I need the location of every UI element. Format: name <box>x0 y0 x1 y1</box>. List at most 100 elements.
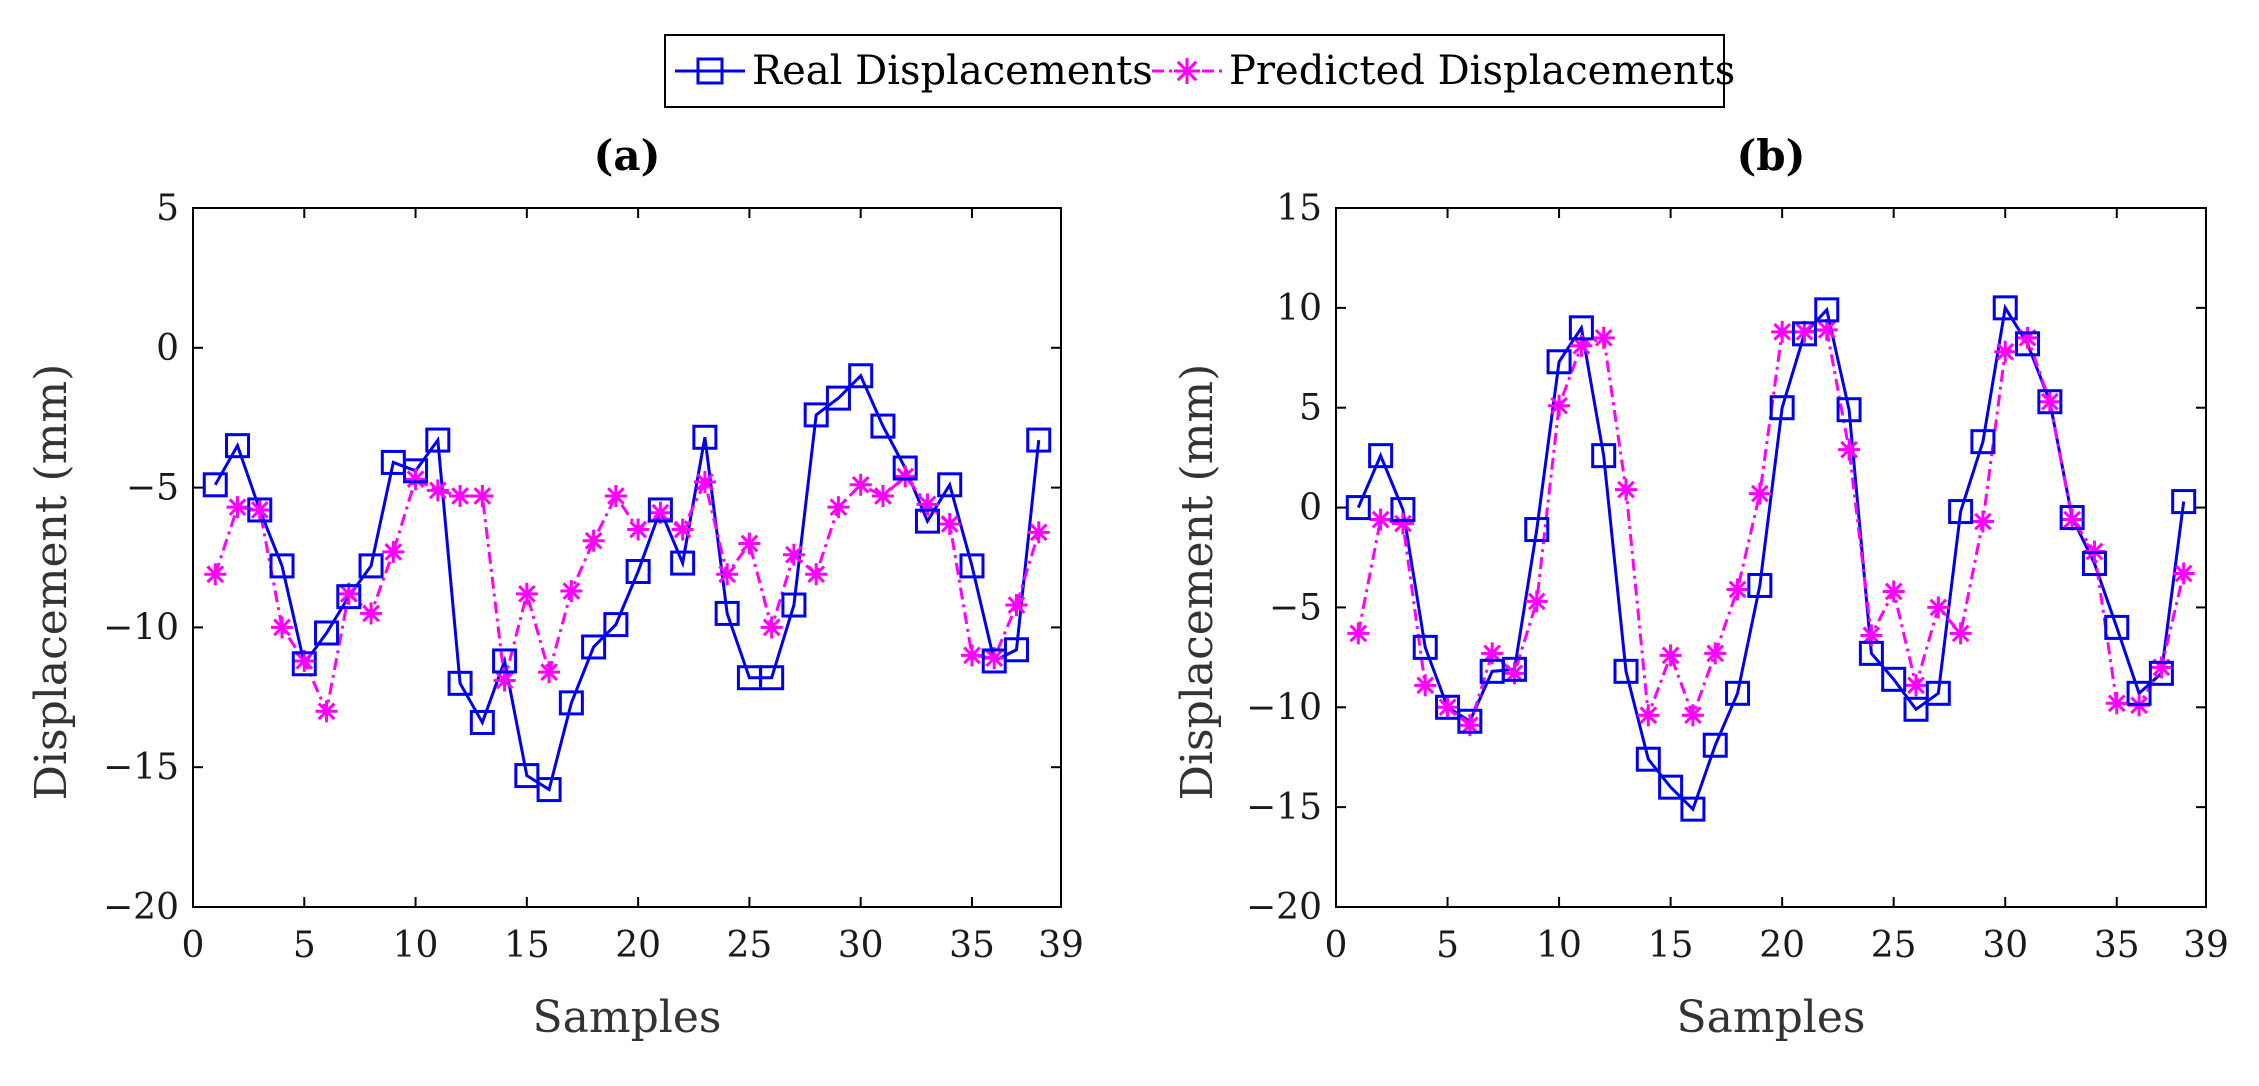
panel-b-predicted-point <box>2172 562 2195 585</box>
panel-b-predicted-point <box>1994 340 2017 363</box>
panel-a-ytick-label: −10 <box>103 607 179 648</box>
panel-b-predicted-point <box>1414 674 1437 697</box>
panel-b-xtick-label: 15 <box>1648 925 1694 966</box>
panel-b-real-point <box>1702 732 1728 758</box>
panel-a-predicted-point <box>782 543 805 566</box>
panel-b-xtick-label: 25 <box>1871 925 1917 966</box>
panel-a-predicted-point <box>649 501 672 524</box>
panel-b-predicted-point <box>1659 644 1682 667</box>
panel-a-ytick-label: −5 <box>126 468 179 509</box>
panel-a-predicted-point <box>693 471 716 494</box>
panel-b-predicted-point <box>1927 596 1950 619</box>
panel-b-predicted-point <box>1525 590 1548 613</box>
panel-a-predicted-point <box>960 644 983 667</box>
panel-a-predicted-point <box>627 518 650 541</box>
panel-b-ytick-label: −10 <box>1246 687 1322 728</box>
panel-b-xtick-label: 0 <box>1325 925 1348 966</box>
panel-b-predicted-point <box>1882 580 1905 603</box>
panel-a-xtick-label: 20 <box>615 925 661 966</box>
panel-b-real-point <box>2059 505 2085 531</box>
panel-b-predicted-point <box>1838 438 1861 461</box>
panel-b-real-point <box>1769 395 1795 421</box>
panel-b-real-point <box>1524 517 1550 543</box>
panel-a-predicted-point <box>871 484 894 507</box>
panel-a-xtick-label: 35 <box>949 925 995 966</box>
panel-b-predicted-point <box>1548 394 1571 417</box>
panel-b-axes-box <box>1335 207 2207 908</box>
panel-a-predicted-point <box>560 580 583 603</box>
panel-a-real-point <box>848 363 874 389</box>
panel-a-predicted-point <box>849 473 872 496</box>
panel-b-xtick-label: 20 <box>1759 925 1805 966</box>
panel-a-real-point <box>291 651 317 677</box>
panel-a-predicted-point <box>760 616 783 639</box>
panel-b-series-real-line <box>1356 303 2186 812</box>
panel-a-real-point <box>492 648 518 674</box>
panel-a-predicted-point <box>827 496 850 519</box>
panel-a-predicted-point <box>315 700 338 723</box>
panel-b-real-point <box>1613 658 1639 684</box>
panel-b-predicted-point <box>1637 704 1660 727</box>
panel-a-xlabel: Samples <box>533 992 722 1043</box>
panel-a-ytick-label: 5 <box>156 188 179 229</box>
panel-b-real-point <box>1903 696 1929 722</box>
panel-b-real-point <box>1970 429 1996 455</box>
panel-b-predicted-point <box>1681 704 1704 727</box>
panel-b-predicted-point <box>1436 696 1459 719</box>
panel-a-predicted-point <box>449 484 472 507</box>
panel-a-predicted-point <box>248 498 271 521</box>
panel-a-real-point <box>1026 427 1052 453</box>
panel-a-predicted-point <box>538 661 561 684</box>
panel-b-predicted-point <box>1949 622 1972 645</box>
panel-b-real-point <box>2037 389 2063 415</box>
panel-b-predicted-point <box>1391 512 1414 535</box>
panel-b-predicted-point <box>1347 622 1370 645</box>
panel-b-real-point <box>1992 295 2018 321</box>
panel-b-real-point <box>2015 331 2041 357</box>
panel-a-xtick-label: 25 <box>727 925 773 966</box>
panel-b-real-point <box>1345 495 1371 521</box>
panel-b-real-point <box>1457 708 1483 734</box>
panel-b-predicted-point <box>1905 674 1927 697</box>
panel-a-real-point <box>803 402 829 428</box>
panel-b: (b) Samples Displacement (mm) 0 5 10 15 20 25… <box>1172 131 2229 1043</box>
panel-b-predicted-point <box>2105 692 2128 715</box>
panel-a-real-point <box>358 553 384 579</box>
panel-b-predicted-point <box>2061 508 2084 531</box>
panel-a-real-point <box>403 458 429 484</box>
panel-a-real-point <box>469 709 495 735</box>
panel-a-ytick-label: −20 <box>103 887 179 928</box>
panel-a-predicted-point <box>582 529 605 552</box>
panel-a-predicted-point <box>426 479 449 502</box>
panel-a-predicted-point <box>604 484 627 507</box>
panel-b-predicted-point <box>2150 656 2173 679</box>
panel-b-real-point <box>1412 634 1438 660</box>
panel-a-xtick-label: 0 <box>182 925 205 966</box>
panel-b-xlabel: Samples <box>1677 992 1866 1043</box>
panel-b-real-point <box>2148 660 2174 686</box>
legend-pred-swatch <box>1152 58 1222 84</box>
panel-a-real-point <box>825 385 851 411</box>
panel-b-ytick-label: −5 <box>1269 587 1322 628</box>
panel-a-predicted-point <box>1027 521 1050 544</box>
panel-b-predicted-point <box>1815 318 1838 341</box>
panel-b-predicted-point <box>2038 390 2061 413</box>
panel-a-predicted-point <box>738 532 761 555</box>
panel-a-ticks: 0 5 10 15 20 25 30 35 39 5 0 −5 −10 −15 −20 <box>103 188 1084 966</box>
panel-b-real-point <box>1925 680 1951 706</box>
panel-a-real-point <box>1003 637 1029 663</box>
panel-a-real-point <box>937 472 963 498</box>
panel-a-real-point <box>247 497 273 523</box>
panel-b-predicted-point <box>1726 578 1749 601</box>
panel-a-predicted-point <box>916 493 939 516</box>
panel-a-real-point <box>269 553 295 579</box>
panel-a-predicted-point <box>226 496 249 519</box>
legend: Real Displacements Predicted Displacemen… <box>664 34 1735 108</box>
panel-b-ytick-label: −15 <box>1246 787 1322 828</box>
panel-b-ytick-label: 5 <box>1299 388 1322 429</box>
panel-a-predicted-point <box>382 540 405 563</box>
panel-a-predicted-point <box>271 616 294 639</box>
panel-b-predicted-point <box>1592 326 1615 349</box>
panel-b-ylabel: Displacement (mm) <box>1172 364 1223 801</box>
